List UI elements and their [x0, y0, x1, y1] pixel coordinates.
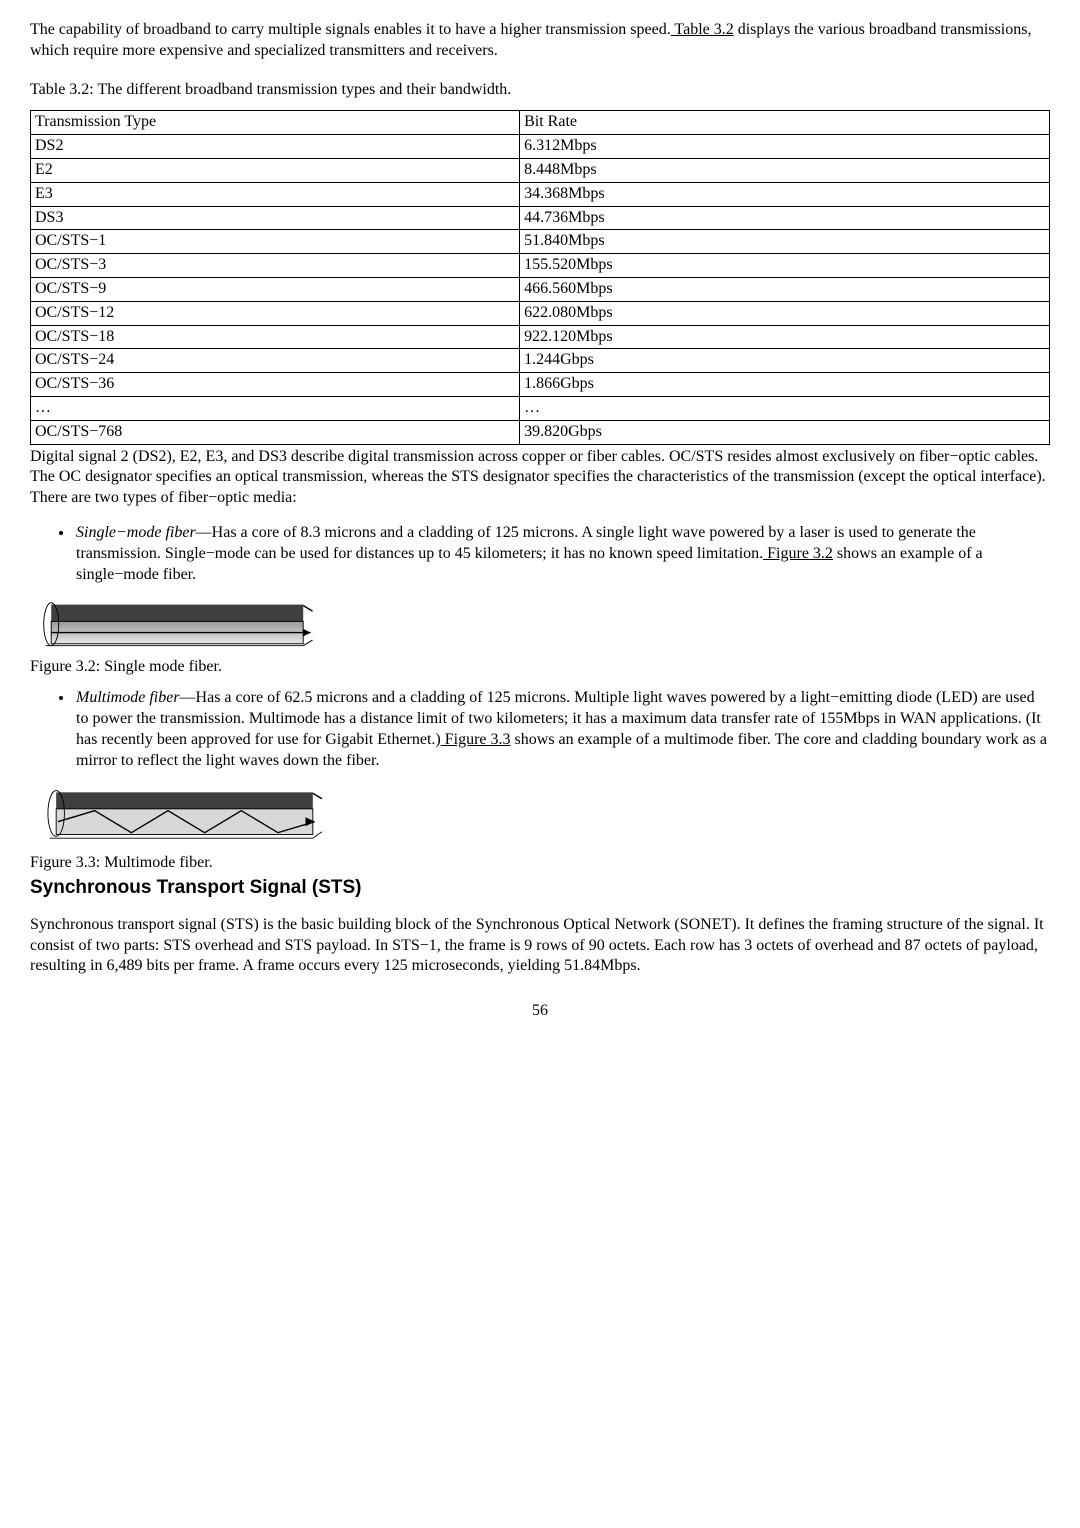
table-row: OC/STS−18922.120Mbps	[31, 325, 1050, 349]
table-3-2-link[interactable]: Table 3.2	[671, 21, 734, 38]
fiber-list-2: Multimode fiber—Has a core of 62.5 micro…	[30, 688, 1050, 771]
table-row: OC/STS−361.866Gbps	[31, 373, 1050, 397]
single-mode-item: Single−mode fiber—Has a core of 8.3 micr…	[74, 523, 1050, 585]
col-transmission-type: Transmission Type	[31, 111, 520, 135]
table-row: OC/STS−151.840Mbps	[31, 230, 1050, 254]
table-row: DS26.312Mbps	[31, 135, 1050, 159]
figure-3-2	[30, 599, 1050, 655]
broadband-table: Transmission TypeBit RateDS26.312MbpsE28…	[30, 110, 1050, 444]
fiber-list-1: Single−mode fiber—Has a core of 8.3 micr…	[30, 523, 1050, 585]
figure-3-3	[30, 785, 1050, 851]
table-row: OC/STS−9466.560Mbps	[31, 277, 1050, 301]
single-mode-term: Single−mode fiber	[76, 524, 196, 541]
table-row: OC/STS−241.244Gbps	[31, 349, 1050, 373]
table-row: E334.368Mbps	[31, 182, 1050, 206]
table-row: OC/STS−76839.820Gbps	[31, 420, 1050, 444]
multimode-term: Multimode fiber	[76, 689, 180, 706]
col-bit-rate: Bit Rate	[520, 111, 1050, 135]
sts-paragraph: Synchronous transport signal (STS) is th…	[30, 915, 1050, 977]
intro-text-before: The capability of broadband to carry mul…	[30, 21, 671, 38]
figure-3-3-caption: Figure 3.3: Multimode fiber.	[30, 853, 1050, 874]
table-row: E28.448Mbps	[31, 158, 1050, 182]
after-table-paragraph: Digital signal 2 (DS2), E2, E3, and DS3 …	[30, 447, 1050, 509]
table-row: DS344.736Mbps	[31, 206, 1050, 230]
table-row: ……	[31, 396, 1050, 420]
sts-heading: Synchronous Transport Signal (STS)	[30, 876, 1050, 901]
intro-paragraph: The capability of broadband to carry mul…	[30, 20, 1050, 62]
table-caption: Table 3.2: The different broadband trans…	[30, 80, 1050, 101]
table-row: OC/STS−12622.080Mbps	[31, 301, 1050, 325]
page-number: 56	[30, 1001, 1050, 1022]
table-row: OC/STS−3155.520Mbps	[31, 254, 1050, 278]
multimode-item: Multimode fiber—Has a core of 62.5 micro…	[74, 688, 1050, 771]
figure-3-3-link[interactable]: Figure 3.3	[441, 731, 511, 748]
figure-3-2-link[interactable]: Figure 3.2	[763, 545, 833, 562]
figure-3-2-caption: Figure 3.2: Single mode fiber.	[30, 657, 1050, 678]
